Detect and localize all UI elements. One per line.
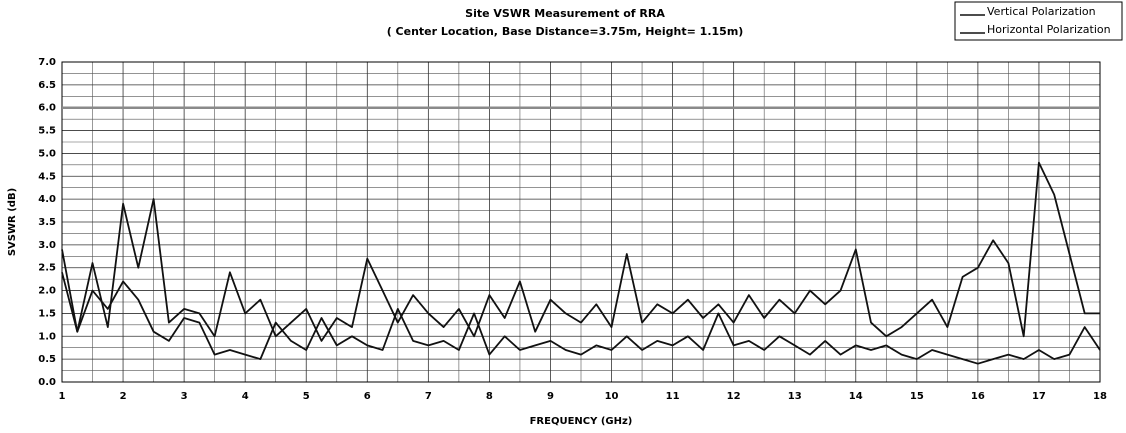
x-tick-label: 8 [486,391,493,402]
legend-label: Vertical Polarization [987,5,1096,18]
x-tick-label: 5 [303,391,310,402]
chart-subtitle: ( Center Location, Base Distance=3.75m, … [387,25,744,38]
y-tick-label: 5.5 [38,126,56,137]
y-tick-label: 1.5 [38,308,56,319]
chart-title: Site VSWR Measurement of RRA [465,7,665,20]
x-tick-label: 2 [120,391,127,402]
y-tick-label: 1.0 [38,331,56,342]
y-tick-label: 2.0 [38,286,56,297]
series-line [61,249,1101,365]
x-tick-label: 10 [605,391,619,402]
y-tick-label: 6.5 [38,80,56,91]
x-tick-label: 7 [425,391,432,402]
x-tick-label: 14 [849,391,863,402]
y-tick-label: 5.0 [38,148,56,159]
plot-frame [61,61,1101,383]
y-tick-label: 6.0 [38,103,56,114]
series-line [61,161,1100,342]
y-tick-label: 4.0 [38,194,56,205]
y-tick-label: 0.5 [38,354,56,365]
y-tick-label: 3.5 [38,217,56,228]
x-tick-label: 17 [1032,391,1046,402]
x-tick-label: 6 [364,391,371,402]
y-tick-label: 2.5 [38,263,56,274]
y-tick-label: 0.0 [38,377,56,388]
x-tick-label: 1 [59,391,66,402]
x-tick-label: 13 [788,391,802,402]
x-tick-label: 16 [971,391,985,402]
x-tick-label: 3 [181,391,188,402]
x-axis-label: FREQUENCY (GHz) [530,416,633,427]
x-tick-label: 4 [242,391,249,402]
x-tick-label: 11 [666,391,680,402]
x-tick-label: 12 [727,391,741,402]
y-axis-label: SVSWR (dB) [7,188,18,256]
y-tick-label: 3.0 [38,240,56,251]
x-tick-label: 18 [1093,391,1107,402]
y-tick-label: 4.5 [38,171,56,182]
x-tick-label: 15 [910,391,924,402]
x-tick-label: 9 [547,391,554,402]
legend-label: Horizontal Polarization [987,23,1111,36]
y-tick-label: 7.0 [38,57,56,68]
